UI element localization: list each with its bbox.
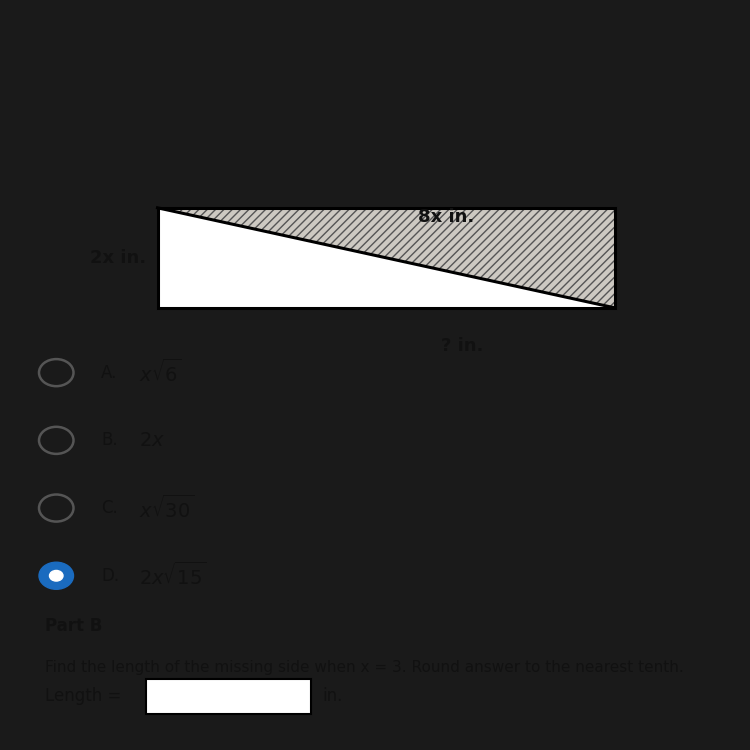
FancyBboxPatch shape: [146, 679, 311, 714]
Polygon shape: [158, 208, 615, 308]
Polygon shape: [158, 208, 615, 308]
Text: B.: B.: [101, 431, 118, 449]
Text: ? in.: ? in.: [441, 338, 484, 356]
Circle shape: [50, 571, 63, 581]
Text: Find the length of the missing side when x = 3. Round answer to the nearest tent: Find the length of the missing side when…: [45, 659, 684, 674]
Text: Part B: Part B: [45, 616, 102, 634]
Text: $2x$: $2x$: [139, 430, 165, 450]
Text: D.: D.: [101, 567, 119, 585]
Text: 2x in.: 2x in.: [90, 249, 146, 267]
Text: A.: A.: [101, 364, 118, 382]
Text: $2x\sqrt{15}$: $2x\sqrt{15}$: [139, 562, 206, 590]
Circle shape: [39, 562, 74, 590]
Text: $x\sqrt{6}$: $x\sqrt{6}$: [139, 359, 182, 386]
Text: in.: in.: [322, 688, 343, 706]
Text: $x\sqrt{30}$: $x\sqrt{30}$: [139, 494, 194, 522]
Text: Length =: Length =: [45, 688, 122, 706]
Text: C.: C.: [101, 499, 118, 517]
Text: 8x in.: 8x in.: [419, 208, 474, 226]
